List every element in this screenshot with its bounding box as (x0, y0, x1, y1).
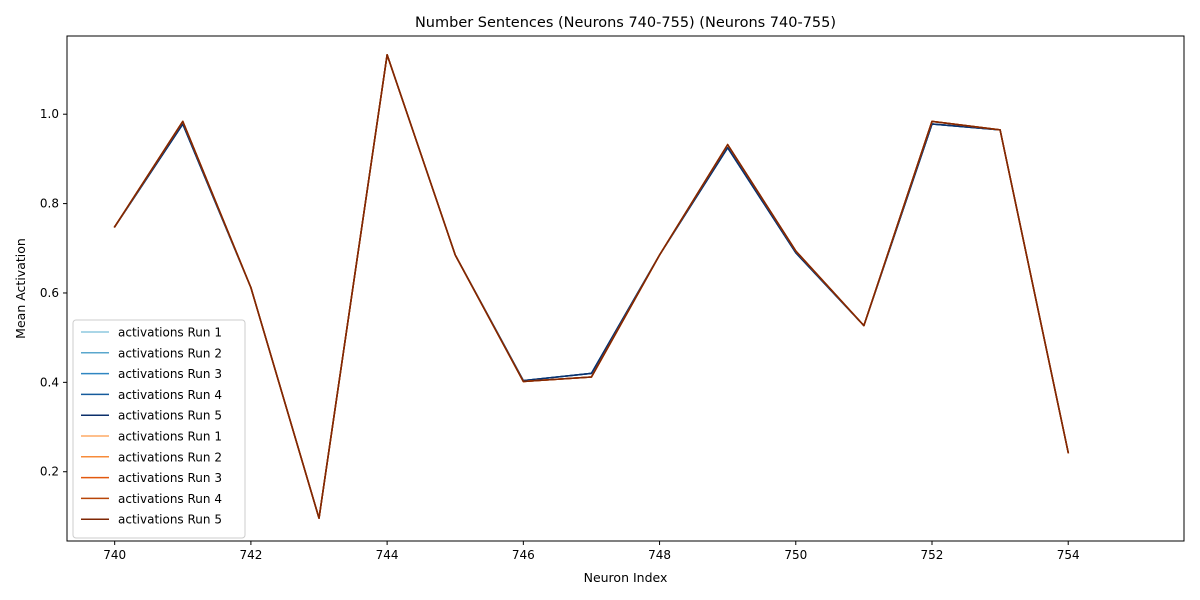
y-axis: 0.2 0.4 0.6 0.8 1.0 (40, 107, 67, 479)
x-tick-label: 742 (239, 548, 262, 562)
y-tick-label: 0.8 (40, 197, 59, 211)
y-tick-label: 0.4 (40, 375, 59, 389)
legend-box (72, 319, 246, 539)
legend-label-6: activations Run 1 (118, 430, 222, 444)
legend-label-1: activations Run 1 (118, 326, 222, 340)
x-axis-label: Neuron Index (584, 570, 668, 585)
x-tick-label: 746 (512, 548, 535, 562)
y-tick-label: 0.2 (40, 465, 59, 479)
legend-label-3: activations Run 3 (118, 367, 222, 381)
x-tick-label: 744 (376, 548, 399, 562)
legend-label-10: activations Run 5 (118, 513, 222, 527)
legend-label-2: activations Run 2 (118, 346, 222, 360)
legend-label-7: activations Run 2 (118, 450, 222, 464)
x-tick-label: 740 (103, 548, 126, 562)
legend-label-8: activations Run 3 (118, 471, 222, 485)
y-axis-label: Mean Activation (13, 238, 28, 339)
legend-label-4: activations Run 4 (118, 388, 222, 402)
x-tick-label: 754 (1057, 548, 1080, 562)
plot-frame (66, 35, 1185, 542)
y-tick-label: 1.0 (40, 107, 59, 121)
y-tick-label: 0.6 (40, 286, 59, 300)
x-tick-label: 748 (648, 548, 671, 562)
x-tick-label: 750 (784, 548, 807, 562)
legend-label-9: activations Run 4 (118, 492, 222, 506)
series-line-10 (113, 54, 1070, 519)
legend: activations Run 1 activations Run 2 activa… (72, 319, 246, 539)
x-axis: 740 742 744 746 748 750 752 754 (103, 541, 1080, 562)
series-layer (113, 54, 1070, 519)
chart-title: Number Sentences (Neurons 740-755) (Neur… (415, 15, 836, 31)
x-tick-label: 752 (921, 548, 944, 562)
legend-label-5: activations Run 5 (118, 409, 222, 423)
